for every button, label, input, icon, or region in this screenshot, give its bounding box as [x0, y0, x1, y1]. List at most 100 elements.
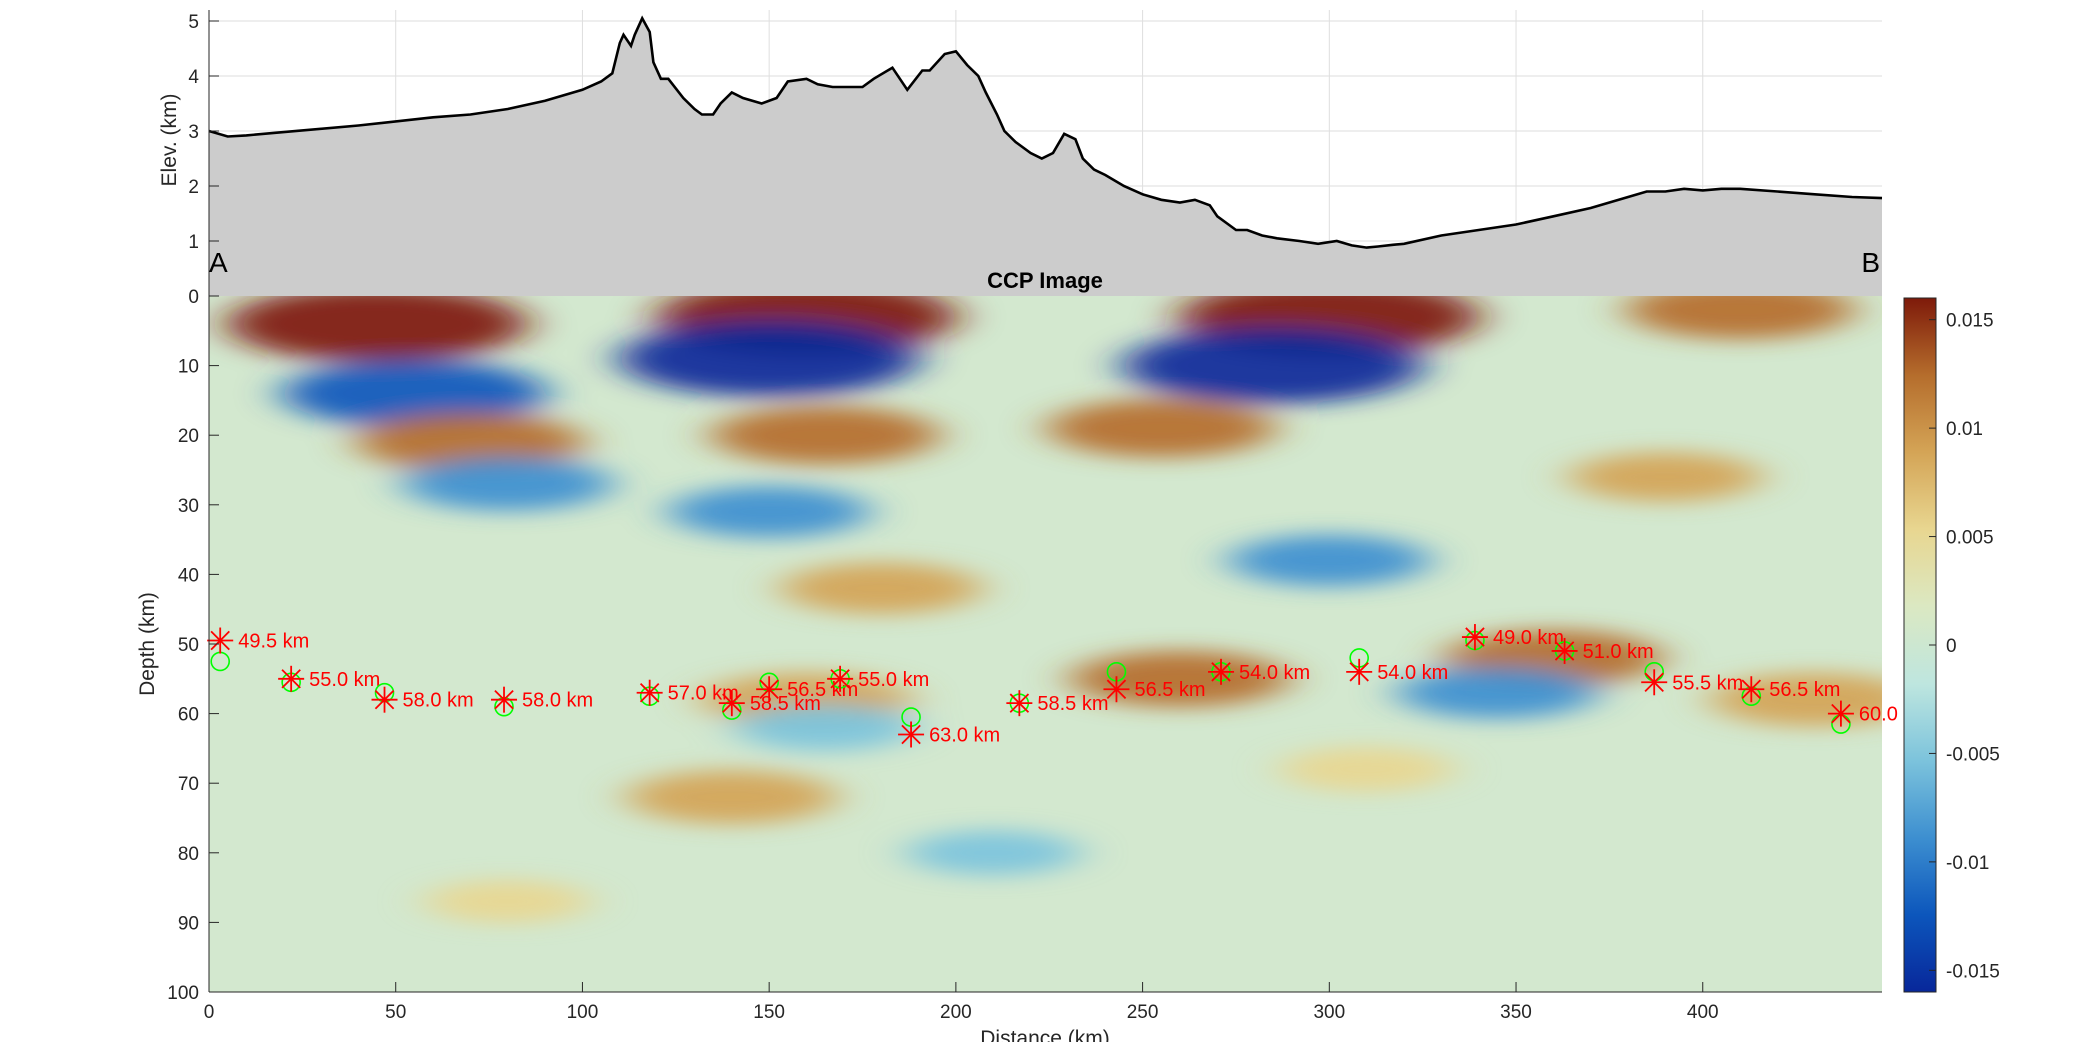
- colorbar-ticks: -0.015 -0.01 -0.005 0 0.005 0.01 0.015: [1929, 311, 2000, 982]
- elevation-panel: 1 2 3 4 5 Elev. (km) A B: [158, 10, 1883, 297]
- pick-star-marker: [1208, 658, 1235, 685]
- heatmap-y-tick-label: 20: [178, 426, 199, 447]
- heatmap-x-ticks: 0 50 100 150 200 250 300 350 400: [204, 982, 1882, 1023]
- colorbar-tick-label: 0: [1946, 636, 1957, 657]
- heatmap-feature: [1228, 534, 1430, 587]
- pick-star-marker: [1346, 658, 1373, 685]
- heatmap-x-axis-label: Distance (km): [980, 1027, 1110, 1042]
- heatmap-feature: [1123, 327, 1424, 404]
- pick-star-marker: [278, 665, 305, 692]
- colorbar: -0.015 -0.01 -0.005 0 0.005 0.01 0.015: [1903, 297, 2000, 993]
- heatmap-feature: [668, 485, 870, 538]
- heatmap-x-tick-label: 150: [753, 1002, 785, 1023]
- heatmap-y-tick-label: 90: [178, 913, 199, 934]
- pick-depth-label: 58.0 km: [522, 690, 593, 712]
- heatmap-feature: [1569, 452, 1762, 502]
- heatmap-feature: [906, 830, 1081, 876]
- heatmap-x-tick-label: 200: [940, 1002, 972, 1023]
- heatmap-feature: [711, 406, 940, 465]
- colorbar-tick-label: 0.015: [1946, 311, 1994, 332]
- colorbar-tick-label: -0.015: [1946, 961, 2000, 982]
- pick-depth-label: 51.0 km: [1583, 641, 1654, 663]
- pick-star-marker: [827, 665, 854, 692]
- heatmap-feature: [356, 412, 585, 472]
- pick-star-marker: [371, 686, 398, 713]
- pick-star-marker: [1551, 637, 1578, 664]
- heatmap-y-tick-label: 10: [178, 357, 199, 378]
- elevation-y-tick-label: 4: [188, 67, 199, 88]
- heatmap-y-ticks: 0 10 20 30 40 50 60 70 80 90 100: [167, 287, 219, 1004]
- elevation-y-axis-label: Elev. (km): [158, 94, 181, 187]
- pick-depth-label: 55.5 km: [1672, 672, 1743, 694]
- pick-depth-label: 63.0 km: [929, 724, 1000, 746]
- heatmap-feature: [227, 296, 528, 362]
- elevation-y-tick-label: 3: [188, 122, 199, 143]
- pick-depth-label: 49.0 km: [1493, 627, 1564, 649]
- pick-depth-label: 54.0 km: [1239, 662, 1310, 684]
- elevation-y-tick-label: 5: [188, 12, 199, 33]
- heatmap-feature: [619, 320, 920, 397]
- heatmap-x-tick-label: 400: [1687, 1002, 1719, 1023]
- heatmap-feature: [1626, 296, 1855, 340]
- pick-star-marker: [1103, 676, 1130, 703]
- pick-star-marker: [636, 679, 663, 706]
- pick-star-marker: [491, 686, 518, 713]
- heatmap-feature: [282, 359, 547, 428]
- heatmap-features: [227, 296, 1882, 924]
- pick-depth-label: 58.0 km: [403, 690, 474, 712]
- pick-star-marker: [1827, 700, 1854, 727]
- profile-end-label: B: [1861, 247, 1880, 278]
- heatmap-y-tick-label: 70: [178, 774, 199, 795]
- heatmap-y-tick-label: 60: [178, 705, 199, 726]
- heatmap-x-tick-label: 0: [204, 1002, 215, 1023]
- pick-depth-label: 55.0 km: [858, 669, 929, 691]
- elevation-profile-line: [208, 15, 1883, 249]
- heatmap-y-tick-label: 50: [178, 635, 199, 656]
- heatmap-feature: [733, 703, 917, 752]
- profile-start-label: A: [209, 247, 228, 278]
- colorbar-tick-label: -0.01: [1946, 853, 1989, 874]
- pick-depth-label: 58.5 km: [1037, 693, 1108, 715]
- heatmap-y-tick-label: 100: [167, 983, 199, 1004]
- heatmap-feature: [1279, 746, 1454, 792]
- heatmap-feature: [425, 880, 591, 924]
- pick-star-marker: [207, 627, 234, 654]
- pick-depth-label: 54.0 km: [1377, 662, 1448, 684]
- heatmap-feature: [1047, 399, 1276, 458]
- heatmap-y-tick-label: 30: [178, 496, 199, 517]
- heatmap-y-axis-label: Depth (km): [136, 592, 159, 696]
- elevation-y-tick-label: 2: [188, 177, 199, 198]
- colorbar-tick-label: -0.005: [1946, 744, 2000, 765]
- pick-depth-label: 56.5 km: [1134, 679, 1205, 701]
- heatmap-x-tick-label: 100: [567, 1002, 599, 1023]
- elevation-y-tick-label: 1: [188, 232, 199, 253]
- elevation-y-ticks: 1 2 3 4 5: [188, 10, 219, 296]
- pick-depth-label: 55.0 km: [309, 669, 380, 691]
- heatmap-feature: [1396, 666, 1598, 719]
- heatmap-y-tick-label: 40: [178, 565, 199, 586]
- heatmap-x-tick-label: 300: [1313, 1002, 1345, 1023]
- pick-star-marker: [1738, 676, 1765, 703]
- heatmap-y-tick-label: 80: [178, 844, 199, 865]
- pick-star-marker: [1006, 690, 1033, 717]
- heatmap-y-tick-label: 0: [188, 287, 199, 308]
- pick-star-marker: [898, 721, 925, 748]
- pick-star-marker: [1641, 669, 1668, 696]
- heatmap-title: CCP Image: [987, 268, 1103, 293]
- pick-depth-label: 56.5 km: [1769, 679, 1840, 701]
- heatmap-x-tick-label: 350: [1500, 1002, 1532, 1023]
- pick-star-marker: [756, 676, 783, 703]
- pick-depth-label: 57.0 km: [668, 683, 739, 705]
- pick-star-marker: [1461, 624, 1488, 651]
- heatmap-feature: [626, 770, 837, 825]
- heatmap-feature: [1070, 650, 1290, 707]
- heatmap-x-tick-label: 50: [385, 1002, 406, 1023]
- colorbar-tick-label: 0.01: [1946, 419, 1983, 440]
- heatmap-feature: [402, 456, 613, 511]
- colorbar-gradient: [1903, 297, 1937, 993]
- pick-depth-label: 49.5 km: [238, 631, 309, 653]
- pick-depth-label: 58.5 km: [750, 693, 821, 715]
